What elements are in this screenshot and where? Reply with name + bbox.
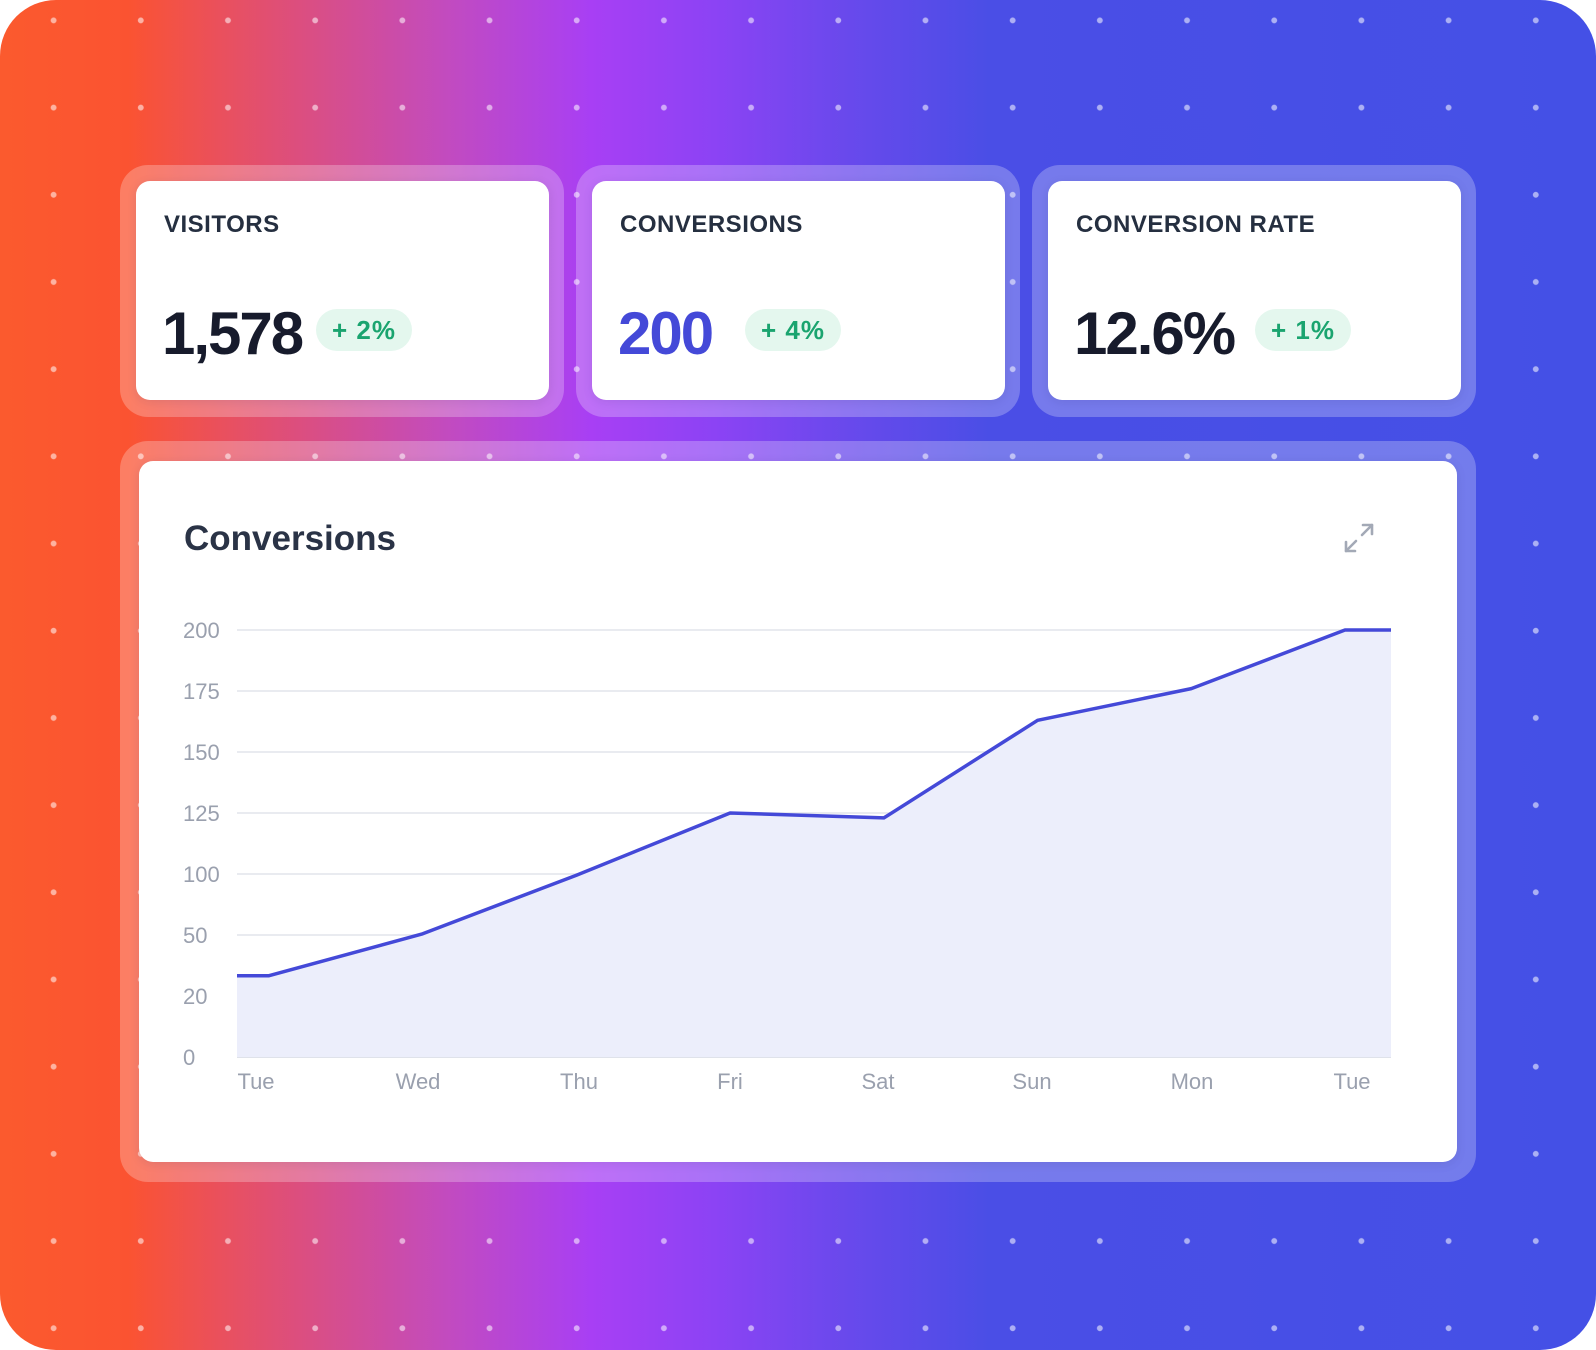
x-tick-label: Thu <box>560 1069 598 1094</box>
change-badge: + 4% <box>745 309 841 351</box>
stat-card-visitors[interactable]: VISITORS 1,578 + 2% <box>136 181 549 400</box>
y-tick-label: 0 <box>183 1045 195 1070</box>
stat-label: VISITORS <box>164 211 280 238</box>
x-tick-label: Wed <box>396 1069 441 1094</box>
y-tick-label: 20 <box>183 984 207 1009</box>
stat-value: 1,578 <box>162 300 304 367</box>
stat-value: 200 <box>618 300 714 367</box>
change-badge: + 2% <box>316 309 412 351</box>
y-tick-label: 100 <box>183 862 220 887</box>
y-tick-label: 175 <box>183 679 220 704</box>
chart-card: Conversions 200 175 150 125 100 50 20 0 Tue Wed Th… <box>139 461 1457 1162</box>
stat-value: 12.6% <box>1074 300 1236 367</box>
x-tick-label: Tue <box>237 1069 274 1094</box>
x-tick-label: Fri <box>717 1069 743 1094</box>
y-tick-label: 125 <box>183 801 220 826</box>
x-tick-label: Sun <box>1012 1069 1051 1094</box>
x-tick-label: Sat <box>861 1069 894 1094</box>
series-line <box>237 628 1391 978</box>
y-tick-label: 150 <box>183 740 220 765</box>
change-badge: + 1% <box>1255 309 1351 351</box>
expand-arrows-icon[interactable] <box>1342 521 1376 555</box>
stat-label: CONVERSIONS <box>620 211 803 238</box>
chart-title: Conversions <box>184 519 396 558</box>
x-tick-label: Tue <box>1333 1069 1370 1094</box>
stat-card-conversion-rate[interactable]: CONVERSION RATE 12.6% + 1% <box>1048 181 1461 400</box>
series-area <box>237 630 1391 1057</box>
y-tick-label: 200 <box>183 618 220 643</box>
stat-label: CONVERSION RATE <box>1076 211 1316 238</box>
stat-card-conversions[interactable]: CONVERSIONS 200 + 4% <box>592 181 1005 400</box>
x-tick-label: Mon <box>1171 1069 1214 1094</box>
y-tick-label: 50 <box>183 923 207 948</box>
